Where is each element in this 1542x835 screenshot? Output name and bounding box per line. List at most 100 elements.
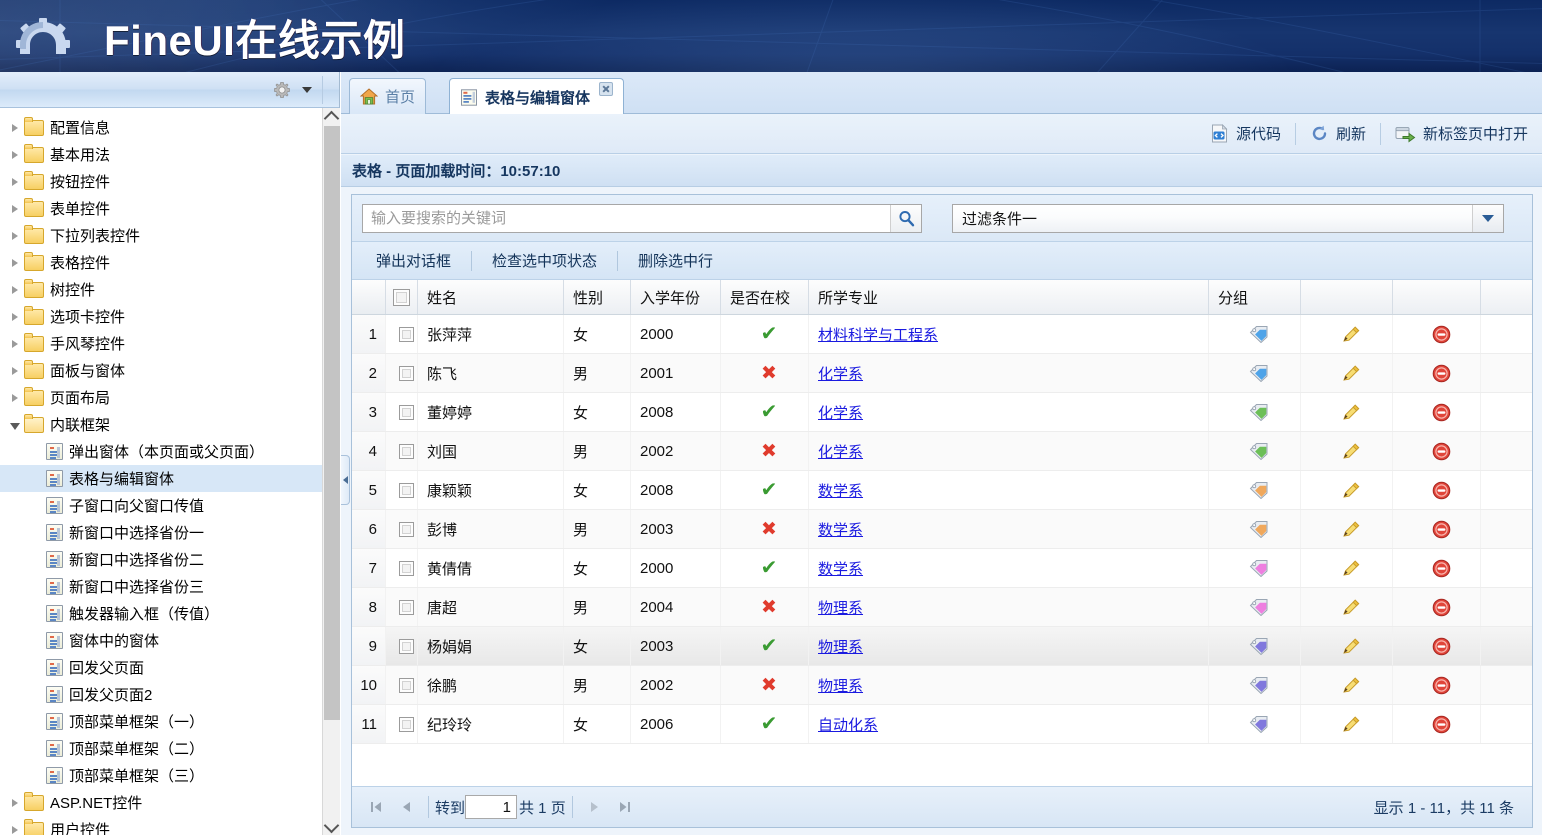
cell-edit[interactable] xyxy=(1301,315,1393,353)
sidebar-item-5[interactable]: 表格控件 xyxy=(0,249,322,276)
tree-expand-open-icon[interactable] xyxy=(8,418,22,432)
pencil-icon[interactable] xyxy=(1341,402,1361,422)
pencil-icon[interactable] xyxy=(1341,324,1361,344)
delete-icon[interactable] xyxy=(1432,637,1451,656)
tree-expand-closed-icon[interactable] xyxy=(8,256,22,270)
pencil-icon[interactable] xyxy=(1341,675,1361,695)
table-row[interactable]: 2 陈飞男 2001 ✖ 化学系 xyxy=(352,354,1532,393)
sidebar-scrollbar[interactable] xyxy=(322,108,340,835)
select-all-checkbox[interactable] xyxy=(393,288,410,306)
sidebar-item-10[interactable]: 页面布局 xyxy=(0,384,322,411)
tree-expand-closed-icon[interactable] xyxy=(8,121,22,135)
cell-delete[interactable] xyxy=(1393,432,1481,470)
row-checkbox[interactable] xyxy=(398,404,414,420)
filter-select[interactable]: 过滤条件一 xyxy=(952,203,1504,233)
major-link[interactable]: 化学系 xyxy=(818,365,864,383)
row-checkbox[interactable] xyxy=(398,521,414,537)
pencil-icon[interactable] xyxy=(1341,558,1361,578)
sidebar-item-25[interactable]: ASP.NET控件 xyxy=(0,789,322,816)
sidebar-item-24[interactable]: 顶部菜单框架（三） xyxy=(0,762,322,789)
sidebar-item-22[interactable]: 顶部菜单框架（一） xyxy=(0,708,322,735)
tree-expand-closed-icon[interactable] xyxy=(8,148,22,162)
row-select-cell[interactable] xyxy=(386,588,418,626)
row-select-cell[interactable] xyxy=(386,705,418,743)
cell-delete[interactable] xyxy=(1393,315,1481,353)
cell-edit[interactable] xyxy=(1301,432,1393,470)
scroll-up-button[interactable] xyxy=(323,108,340,126)
tag-icon[interactable] xyxy=(1249,598,1269,617)
grid-header-at-school[interactable]: 是否在校 xyxy=(721,280,809,314)
table-row[interactable]: 4 刘国男 2002 ✖ 化学系 xyxy=(352,432,1532,471)
cell-group[interactable] xyxy=(1209,354,1301,392)
sidebar-item-20[interactable]: 回发父页面 xyxy=(0,654,322,681)
tag-icon[interactable] xyxy=(1249,715,1269,734)
row-select-cell[interactable] xyxy=(386,393,418,431)
table-row[interactable]: 7 黄倩倩女 2000 ✔ 数学系 xyxy=(352,549,1532,588)
cell-delete[interactable] xyxy=(1393,666,1481,704)
row-select-cell[interactable] xyxy=(386,315,418,353)
cell-delete[interactable] xyxy=(1393,393,1481,431)
cell-edit[interactable] xyxy=(1301,471,1393,509)
tag-icon[interactable] xyxy=(1249,364,1269,383)
sidebar-item-12[interactable]: 弹出窗体（本页面或父页面） xyxy=(0,438,322,465)
source-code-button[interactable]: 源代码 xyxy=(1200,119,1291,148)
delete-icon[interactable] xyxy=(1432,559,1451,578)
pencil-icon[interactable] xyxy=(1341,363,1361,383)
row-select-cell[interactable] xyxy=(386,354,418,392)
delete-icon[interactable] xyxy=(1432,325,1451,344)
major-link[interactable]: 化学系 xyxy=(818,404,864,422)
sidebar-item-21[interactable]: 回发父页面2 xyxy=(0,681,322,708)
tree-expand-closed-icon[interactable] xyxy=(8,364,22,378)
last-page-button[interactable] xyxy=(609,793,639,821)
cell-delete[interactable] xyxy=(1393,705,1481,743)
major-link[interactable]: 数学系 xyxy=(818,560,864,578)
search-button[interactable] xyxy=(890,204,921,232)
major-link[interactable]: 数学系 xyxy=(818,482,864,500)
pencil-icon[interactable] xyxy=(1341,480,1361,500)
major-link[interactable]: 数学系 xyxy=(818,521,864,539)
cell-delete[interactable] xyxy=(1393,627,1481,665)
tag-icon[interactable] xyxy=(1249,637,1269,656)
major-link[interactable]: 物理系 xyxy=(818,677,864,695)
tag-icon[interactable] xyxy=(1249,676,1269,695)
cell-group[interactable] xyxy=(1209,549,1301,587)
sidebar-item-23[interactable]: 顶部菜单框架（二） xyxy=(0,735,322,762)
cell-edit[interactable] xyxy=(1301,549,1393,587)
grid-toolbar-button-0[interactable]: 弹出对话框 xyxy=(376,253,452,270)
tree-expand-closed-icon[interactable] xyxy=(8,175,22,189)
cell-group[interactable] xyxy=(1209,627,1301,665)
cell-group[interactable] xyxy=(1209,705,1301,743)
cell-group[interactable] xyxy=(1209,315,1301,353)
first-page-button[interactable] xyxy=(362,793,392,821)
row-select-cell[interactable] xyxy=(386,471,418,509)
sidebar-item-13[interactable]: 表格与编辑窗体 xyxy=(0,465,322,492)
sidebar-item-19[interactable]: 窗体中的窗体 xyxy=(0,627,322,654)
tree-expand-closed-icon[interactable] xyxy=(8,823,22,835)
open-new-tab-button[interactable]: 新标签页中打开 xyxy=(1385,119,1538,148)
cell-group[interactable] xyxy=(1209,393,1301,431)
row-checkbox[interactable] xyxy=(398,365,414,381)
panel-collapse-handle[interactable] xyxy=(341,455,350,505)
major-link[interactable]: 自动化系 xyxy=(818,716,879,734)
search-input[interactable] xyxy=(363,204,890,232)
row-select-cell[interactable] xyxy=(386,432,418,470)
sidebar-item-1[interactable]: 基本用法 xyxy=(0,141,322,168)
gear-icon[interactable] xyxy=(269,78,295,102)
delete-icon[interactable] xyxy=(1432,715,1451,734)
sidebar-item-14[interactable]: 子窗口向父窗口传值 xyxy=(0,492,322,519)
sidebar-item-18[interactable]: 触发器输入框（传值） xyxy=(0,600,322,627)
pencil-icon[interactable] xyxy=(1341,636,1361,656)
tree-expand-closed-icon[interactable] xyxy=(8,310,22,324)
cell-edit[interactable] xyxy=(1301,393,1393,431)
row-checkbox[interactable] xyxy=(398,638,414,654)
cell-group[interactable] xyxy=(1209,471,1301,509)
tag-icon[interactable] xyxy=(1249,481,1269,500)
tag-icon[interactable] xyxy=(1249,442,1269,461)
next-page-button[interactable] xyxy=(579,793,609,821)
cell-edit[interactable] xyxy=(1301,705,1393,743)
grid-header-major[interactable]: 所学专业 xyxy=(809,280,1209,314)
grid-toolbar-button-2[interactable]: 删除选中行 xyxy=(638,253,714,270)
tree-expand-closed-icon[interactable] xyxy=(8,796,22,810)
row-select-cell[interactable] xyxy=(386,549,418,587)
table-row[interactable]: 9 杨娟娟女 2003 ✔ 物理系 xyxy=(352,627,1532,666)
